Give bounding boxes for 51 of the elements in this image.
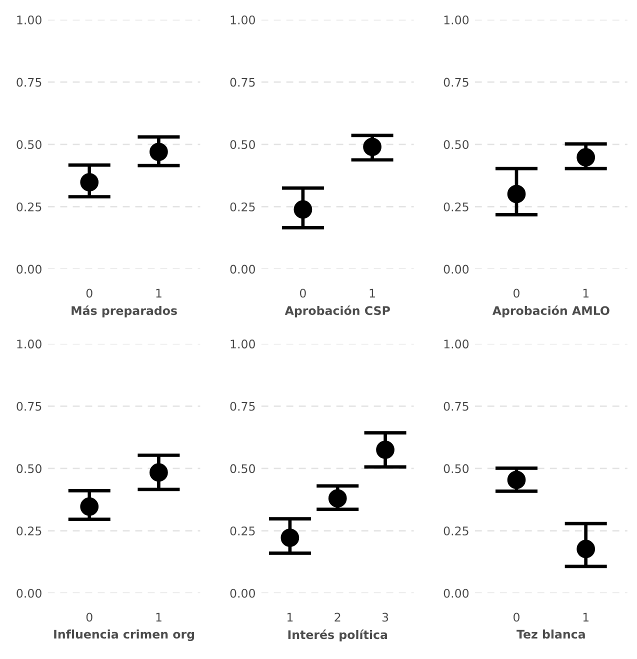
y-tick-label: 0.50	[16, 464, 42, 474]
x-tick-label: 1	[370, 288, 375, 298]
x-tick-label: 0	[86, 612, 92, 622]
x-tick-label: 1	[583, 288, 589, 298]
y-tick-label: 0.25	[230, 526, 255, 536]
x-tick-label: 1	[156, 612, 162, 622]
y-tick-label: 0.25	[230, 202, 255, 212]
y-tick-label: 0.75	[230, 402, 255, 411]
x-axis-title: Interés política	[288, 630, 388, 642]
x-tick-label: 3	[382, 612, 388, 622]
y-tick-label: 0.75	[230, 78, 255, 87]
x-tick-label: 0	[86, 288, 92, 298]
y-tick-label: 0.00	[230, 588, 255, 598]
y-tick-label: 0.50	[230, 464, 255, 474]
y-tick-label: 0.50	[230, 140, 255, 150]
y-tick-label: 0.00	[16, 588, 42, 598]
x-tick-label: 0	[514, 612, 520, 622]
x-tick-label: 0	[514, 288, 520, 298]
y-tick-label: 1.00	[230, 340, 255, 348]
point	[280, 528, 300, 547]
x-axis-title: Más preparados	[72, 305, 177, 318]
y-tick-label: 0.50	[444, 464, 469, 474]
y-tick-label: 0.25	[444, 526, 468, 536]
y-tick-label: 0.75	[444, 402, 468, 411]
x-axis-title: Aprobación CSP	[284, 305, 390, 318]
y-tick-label: 0.75	[444, 78, 468, 87]
y-tick-label: 0.25	[16, 526, 42, 536]
x-tick-label: 1	[583, 612, 589, 622]
point	[328, 489, 347, 508]
y-tick-label: 1.00	[17, 15, 42, 24]
y-tick-label: 0.25	[16, 202, 42, 212]
y-tick-label: 0.75	[16, 78, 42, 87]
y-tick-label: 0.50	[16, 140, 42, 150]
x-tick-label: 0	[300, 288, 306, 298]
x-tick-label: 1	[156, 288, 162, 298]
y-tick-label: 0.00	[230, 264, 255, 274]
x-tick-label: 2	[334, 612, 340, 622]
y-tick-label: 1.00	[444, 15, 469, 24]
y-tick-label: 0.50	[444, 140, 469, 150]
y-tick-label: 0.00	[444, 264, 469, 274]
y-tick-label: 1.00	[444, 340, 469, 348]
y-tick-label: 0.75	[16, 402, 42, 411]
x-axis-title: Aprobación AMLO	[492, 305, 610, 318]
x-axis-title: Tez blanca	[516, 630, 585, 639]
y-tick-label: 0.25	[444, 202, 468, 212]
x-tick-label: 1	[287, 612, 293, 622]
y-tick-label: 0.00	[16, 264, 42, 274]
y-tick-label: 0.00	[444, 588, 469, 598]
y-tick-label: 1.00	[230, 15, 255, 24]
x-axis-title: Influencia crimen org	[54, 630, 194, 642]
y-tick-label: 1.00	[17, 340, 42, 348]
